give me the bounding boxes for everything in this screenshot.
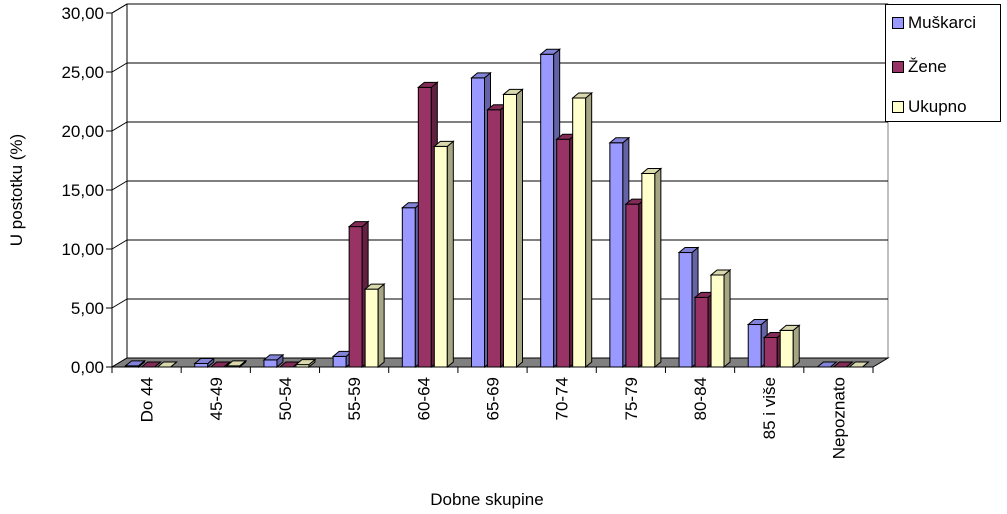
gridline-side	[112, 240, 127, 249]
x-tick-label: 70-74	[553, 377, 572, 420]
legend-label: Muškarci	[908, 13, 976, 33]
y-tick-label: 10,00	[61, 240, 104, 259]
legend-swatch	[892, 61, 904, 73]
y-axis-label: U postotku (%)	[7, 134, 26, 246]
legend-label: Žene	[908, 57, 947, 77]
bar-Ukupno-65-69	[504, 89, 523, 367]
x-tick-labels: Do 44 45-49 50-54 55-59 60-64 65-69 70-74 75-79…	[138, 377, 849, 459]
legend-swatch	[892, 101, 904, 113]
legend-label: Ukupno	[908, 97, 967, 117]
x-tick-label: 65-69	[484, 377, 503, 420]
y-tick-label: 15,00	[61, 181, 104, 200]
x-tick-label: Do 44	[138, 377, 157, 422]
bar-Ukupno-70-74	[573, 93, 592, 367]
legend-item-ukupno: Ukupno	[892, 97, 967, 117]
bar-Ukupno-85 i više	[780, 325, 799, 367]
x-tick-label: 50-54	[276, 377, 295, 420]
gridline-side	[112, 122, 127, 131]
x-tick-label: 55-59	[345, 377, 364, 420]
legend-item-muskarci: Muškarci	[892, 13, 976, 33]
gridline-side	[112, 63, 127, 72]
bar-Ukupno-80-84	[711, 270, 730, 367]
y-tick-label: 20,00	[61, 122, 104, 141]
bar-Ukupno-55-59	[365, 284, 384, 367]
y-tick-label: 30,00	[61, 4, 104, 23]
gridline-side	[112, 299, 127, 308]
bar-Ukupno-75-79	[642, 168, 661, 367]
x-tick-label: 75-79	[622, 377, 641, 420]
y-tick-label: 5,00	[71, 299, 104, 318]
legend-item-zene: Žene	[892, 57, 947, 77]
x-tick-label: 85 i više	[760, 377, 779, 439]
x-tick-label: 60-64	[414, 377, 433, 420]
x-axis-label: Dobne skupine	[430, 490, 543, 509]
x-tick-label: 45-49	[207, 377, 226, 420]
x-tick-label: Nepoznato	[829, 377, 848, 459]
axis-corner	[112, 4, 127, 13]
y-tick-label: 25,00	[61, 63, 104, 82]
y-tick-labels: 0,00 5,00 10,00 15,00 20,00 25,00 30,00	[61, 4, 104, 377]
bar-Ukupno-60-64	[434, 141, 453, 367]
legend: Muškarci Žene Ukupno	[885, 4, 1001, 122]
legend-swatch	[892, 17, 904, 29]
x-tick-label: 80-84	[691, 377, 710, 420]
y-tick-label: 0,00	[71, 358, 104, 377]
gridline-side	[112, 181, 127, 190]
